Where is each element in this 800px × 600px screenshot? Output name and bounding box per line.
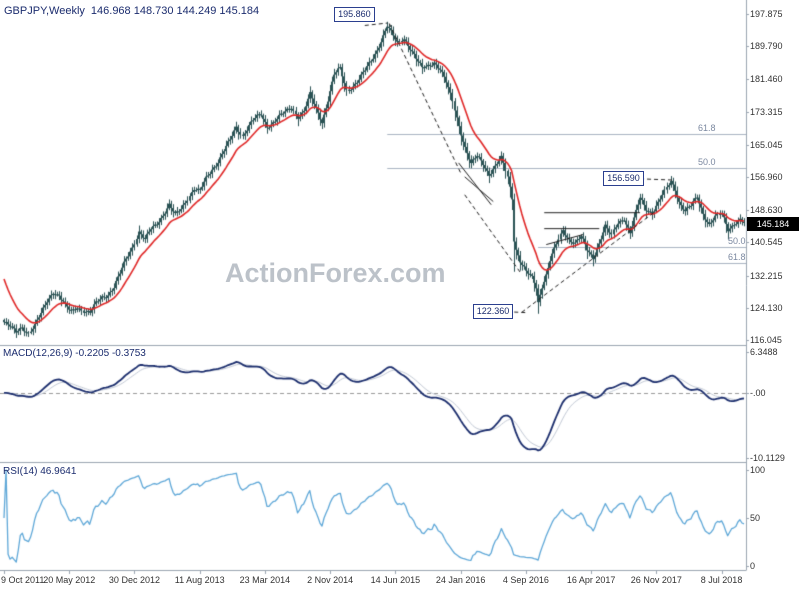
x-axis-date-tick: 30 Dec 2012 xyxy=(108,575,160,585)
rsi-label: RSI(14) 46.9641 xyxy=(3,466,77,477)
x-axis-date-tick: 8 Jul 2018 xyxy=(700,575,743,585)
macd-y-axis-tick: 6.3488 xyxy=(750,347,778,357)
main-y-axis-tick: 165.045 xyxy=(750,139,783,150)
watermark: ActionForex.com xyxy=(225,258,446,288)
fib-level-label: 61.8 xyxy=(698,122,716,133)
x-axis-date-tick: 16 Apr 2017 xyxy=(566,575,616,585)
main-y-axis-tick: 116.045 xyxy=(750,335,782,345)
main-y-axis-tick: 132.215 xyxy=(750,270,783,281)
rsi-y-axis-tick: 0 xyxy=(750,561,756,571)
symbol-header: GBPJPY,Weekly 146.968 148.730 144.249 145… xyxy=(4,5,265,17)
x-axis-date-tick: 23 Mar 2014 xyxy=(239,575,291,585)
main-y-axis-tick: 189.790 xyxy=(750,41,783,52)
main-y-axis-tick: 181.460 xyxy=(750,74,783,85)
symbol-timeframe: GBPJPY,Weekly xyxy=(4,5,85,17)
ohlc-values: 146.968 148.730 144.249 145.184 xyxy=(90,5,260,17)
current-price-tag: 145.184 xyxy=(747,216,799,231)
macd-y-axis-tick: -10.1129 xyxy=(750,453,785,463)
macd-y-axis-tick: -.00 xyxy=(750,387,766,398)
fib-level-label: 50.0 xyxy=(728,235,746,246)
main-y-axis-tick: 124.130 xyxy=(750,302,783,313)
main-y-axis-tick: 197.875 xyxy=(750,9,783,19)
annotation-peak-high: 195.860 xyxy=(334,7,375,22)
rsi-y-axis-tick: 100 xyxy=(750,465,766,475)
x-axis-date-tick: 4 Sep 2016 xyxy=(502,575,549,585)
x-axis-date-tick: 9 Oct 2011 xyxy=(1,575,45,585)
fib-level-label: 61.8 xyxy=(728,251,746,262)
main-y-axis-tick: 173.315 xyxy=(750,106,783,117)
x-axis-date-tick: 26 Nov 2017 xyxy=(630,575,682,585)
macd-label: MACD(12,26,9) -0.2205 -0.3753 xyxy=(3,348,146,359)
rsi-y-axis-tick: 50 xyxy=(750,513,761,523)
x-axis-date-tick: 14 Jun 2015 xyxy=(370,575,421,585)
main-y-axis-tick: 156.960 xyxy=(750,172,783,182)
annotation-secondary-high: 156.590 xyxy=(603,170,644,186)
annotation-low: 122.360 xyxy=(472,303,514,319)
x-axis-date-tick: 24 Jan 2016 xyxy=(435,575,486,585)
x-axis-date-tick: 20 May 2012 xyxy=(43,575,96,585)
fib-level-label: 50.0 xyxy=(698,157,716,168)
x-axis-date-tick: 11 Aug 2013 xyxy=(174,575,225,585)
main-y-axis-tick: 148.630 xyxy=(750,205,783,216)
x-axis-date-tick: 2 Nov 2014 xyxy=(307,575,354,585)
main-y-axis-tick: 140.545 xyxy=(750,237,783,248)
